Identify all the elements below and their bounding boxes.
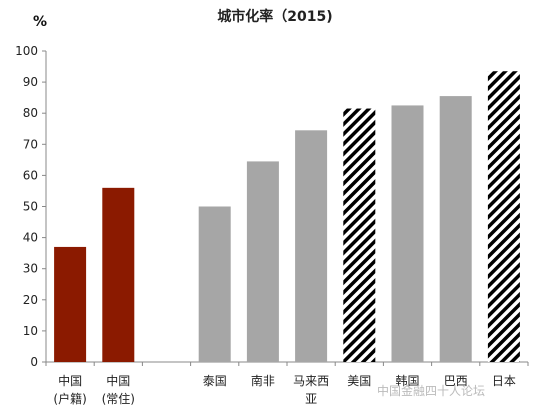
- y-tick-label: 50: [23, 200, 38, 214]
- x-tick-label: 马来西: [293, 374, 329, 388]
- x-tick-label: 巴西: [444, 374, 468, 388]
- y-tick-label: 0: [30, 355, 38, 369]
- y-tick-label: 40: [23, 231, 38, 245]
- y-axis-unit: %: [33, 14, 48, 30]
- x-tick-label: 亚: [305, 392, 317, 406]
- x-tick-label: 南非: [251, 373, 275, 388]
- x-tick-label: 中国: [106, 373, 130, 388]
- bars: [54, 71, 520, 363]
- x-tick-label: 美国: [347, 374, 371, 388]
- y-tick-label: 30: [23, 262, 38, 276]
- y-tick-label: 90: [23, 75, 38, 89]
- y-tick-label: 10: [23, 324, 38, 338]
- x-tick-label: 日本: [492, 374, 516, 388]
- x-tick-label: 韩国: [395, 373, 419, 388]
- axes: 0 10 20 30 40 50 60 70 80 90 100: [15, 44, 529, 369]
- x-tick-label: 中国: [58, 373, 82, 388]
- chart-title: 城市化率（2015): [217, 9, 333, 25]
- x-tick-label: (户籍): [53, 391, 86, 406]
- y-tick-label: 80: [23, 106, 38, 120]
- bar: [343, 108, 376, 362]
- bar: [487, 71, 520, 362]
- bar: [295, 130, 328, 362]
- y-tick-label: 70: [23, 137, 38, 151]
- y-tick-label: 60: [23, 168, 38, 182]
- bar: [102, 187, 135, 362]
- bar: [439, 96, 472, 362]
- x-tick-label: 泰国: [203, 374, 227, 388]
- x-tick-label: (常住): [102, 392, 135, 406]
- bar: [391, 105, 424, 363]
- y-tick-label: 100: [15, 44, 38, 58]
- bar: [198, 206, 231, 362]
- bar: [54, 246, 87, 362]
- watermark: 中国金融四十人论坛: [377, 384, 486, 398]
- y-tick-label: 20: [23, 293, 38, 307]
- bar: [246, 161, 279, 362]
